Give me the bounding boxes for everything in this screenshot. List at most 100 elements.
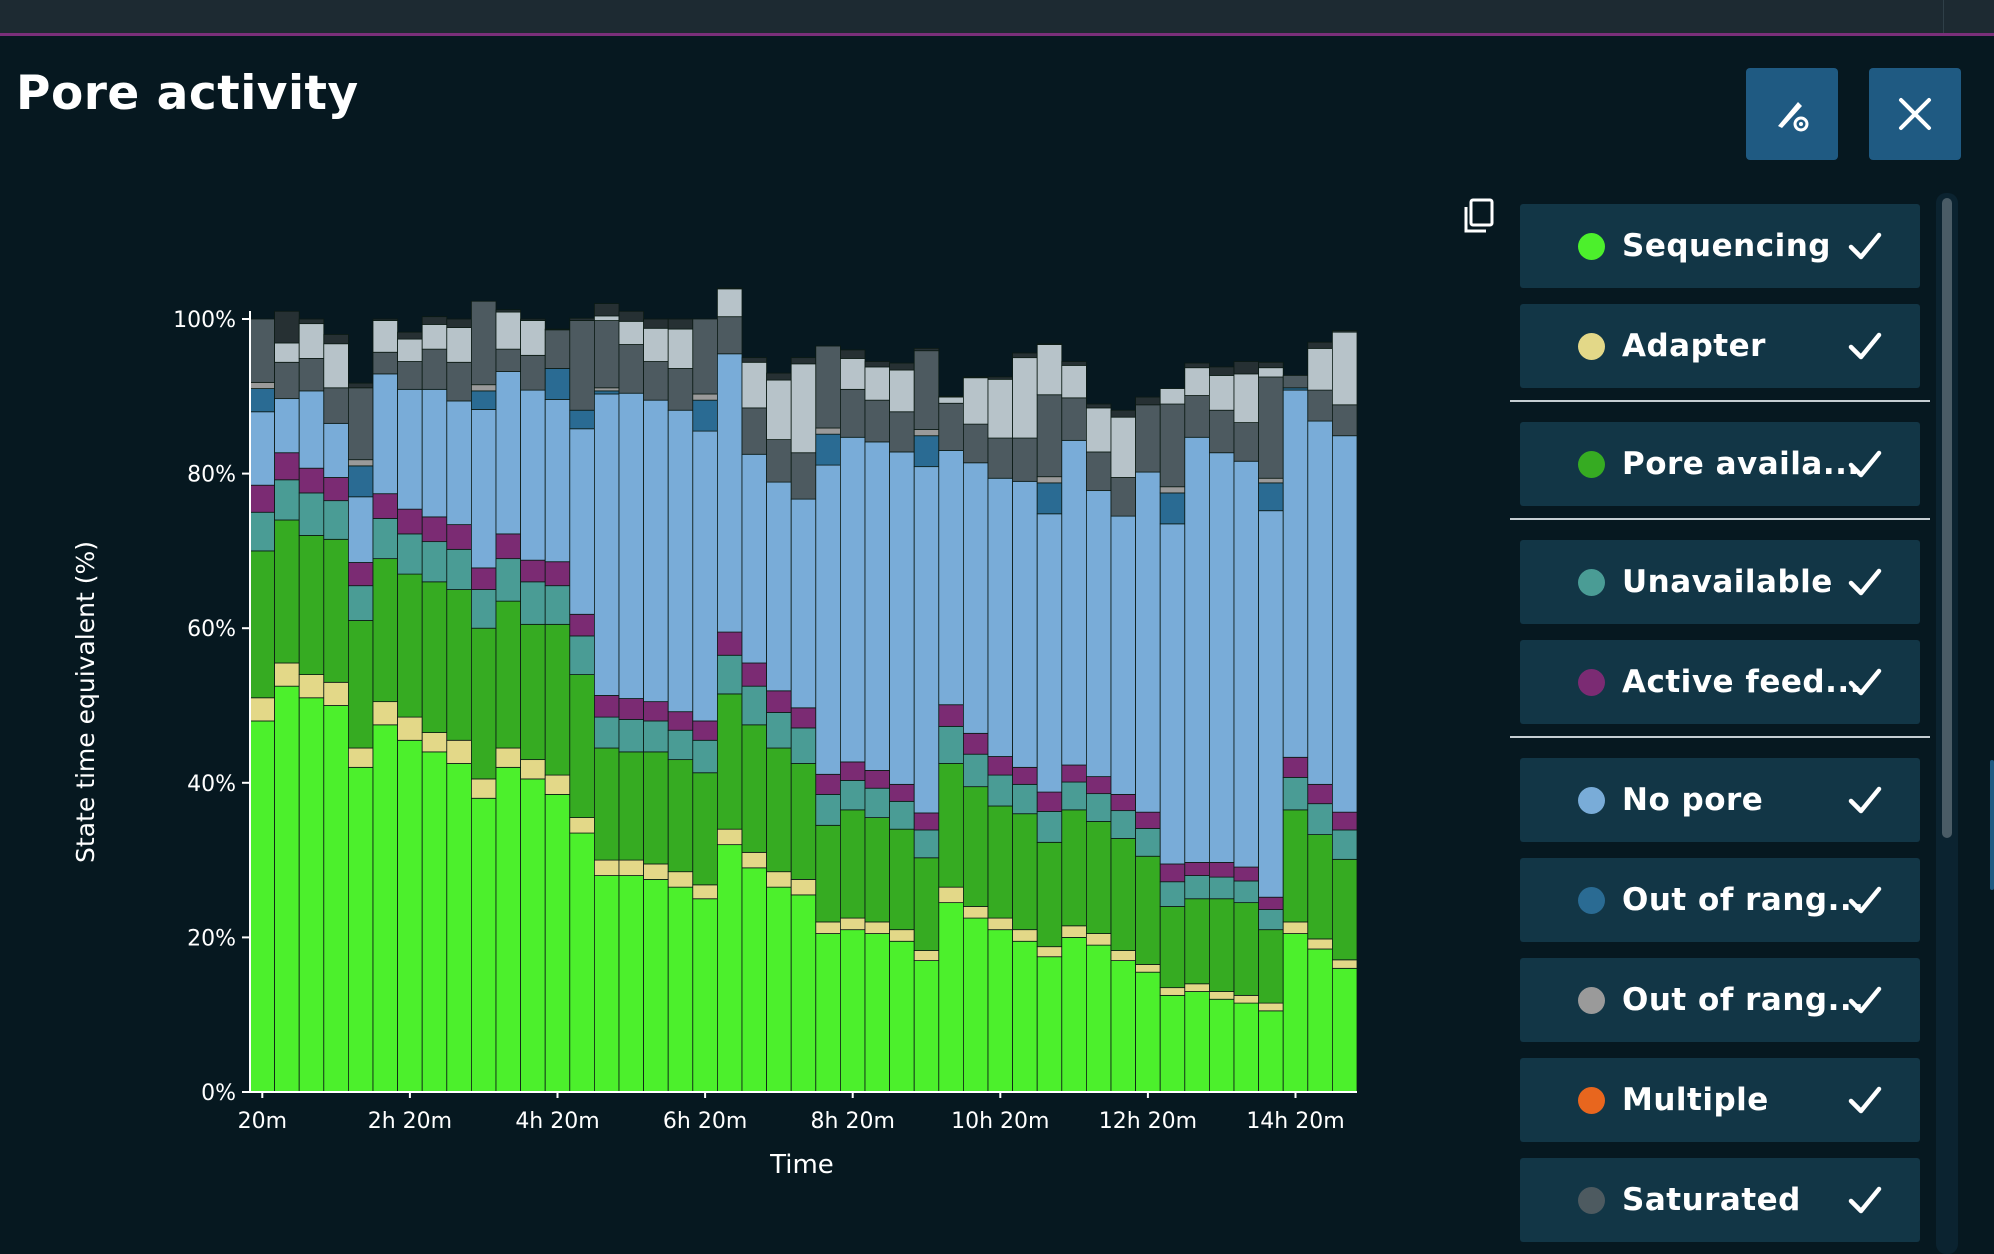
bar-segment	[667, 368, 694, 411]
bar-segment	[1258, 909, 1284, 931]
legend-item[interactable]: Multiple	[1520, 1058, 1920, 1142]
legend-color-dot	[1578, 987, 1605, 1014]
check-icon	[1848, 986, 1882, 1014]
bar-segment	[1332, 331, 1358, 406]
bar-segment	[1307, 803, 1333, 835]
bar-segment	[840, 761, 866, 781]
bar-segment	[987, 437, 1014, 479]
bar-segment	[249, 484, 276, 513]
bar-segment	[766, 712, 792, 749]
bar-segment	[470, 384, 497, 392]
bar-segment	[790, 707, 817, 729]
bar-segment	[372, 318, 399, 321]
legend-item[interactable]: No pore	[1520, 758, 1920, 842]
bar-segment	[520, 354, 546, 391]
legend-label: Sequencing	[1622, 228, 1831, 264]
bar-segment	[1110, 416, 1137, 478]
legend-item[interactable]: Out of rang...	[1520, 858, 1920, 942]
bar-segment	[594, 393, 620, 696]
bar-segment	[1209, 998, 1235, 1093]
bar-segment	[987, 929, 1014, 1093]
legend-divider	[1510, 736, 1930, 738]
bar-segment	[1233, 1002, 1260, 1093]
bar-segment	[446, 524, 472, 550]
legend-item[interactable]: Out of rang...	[1520, 958, 1920, 1042]
legend-item[interactable]: Pore availa...	[1520, 422, 1920, 506]
bar-segment	[323, 422, 349, 478]
bar-segment	[520, 581, 546, 625]
bar-segment	[1159, 906, 1186, 989]
bar-segment	[889, 800, 915, 830]
bar-segment	[840, 436, 866, 763]
bar-segment	[249, 381, 276, 389]
bar-segment	[987, 774, 1014, 807]
bar-segment	[421, 751, 448, 1093]
bar-segment	[1159, 492, 1186, 525]
close-button[interactable]	[1869, 68, 1961, 160]
bar-segment	[667, 871, 694, 888]
legend-label: No pore	[1622, 782, 1764, 818]
bar-segment	[249, 411, 276, 486]
bar-segment	[520, 318, 546, 321]
legend-color-dot	[1578, 1087, 1605, 1114]
legend-color-dot	[1578, 887, 1605, 914]
bar-segment	[1061, 439, 1087, 766]
bar-segment	[470, 778, 497, 799]
bar-segment	[347, 747, 374, 768]
bar-segment	[470, 589, 497, 629]
bar-segment	[963, 377, 989, 425]
bar-segment	[1258, 896, 1284, 910]
bar-segment	[815, 824, 841, 923]
bar-segment	[1209, 898, 1235, 992]
bar-segment	[1135, 964, 1161, 973]
bar-segment	[618, 719, 645, 753]
bar-segment	[446, 400, 472, 526]
bar-segment	[741, 361, 768, 409]
legend-label: Adapter	[1622, 328, 1766, 364]
bar-segment	[323, 334, 349, 345]
bar-segment	[1282, 921, 1309, 934]
bar-segment	[323, 705, 349, 1093]
bar-segment	[1135, 971, 1161, 1093]
bar-segment	[569, 428, 595, 615]
bar-segment	[790, 727, 817, 764]
bar-segment	[938, 763, 964, 888]
legend-item[interactable]: Saturated	[1520, 1158, 1920, 1242]
bar-segment	[397, 739, 423, 1093]
bar-segment	[766, 372, 792, 381]
bar-segment	[1036, 343, 1063, 345]
bar-segment	[815, 773, 841, 795]
bar-segment	[249, 697, 276, 722]
bar-segment	[372, 493, 399, 519]
copy-icon[interactable]	[1462, 198, 1496, 234]
chart-settings-button[interactable]	[1746, 68, 1838, 160]
bar-segment	[298, 467, 325, 494]
bar-segment	[987, 378, 1014, 439]
bar-segment	[1184, 983, 1210, 992]
edge-handle[interactable]	[1990, 760, 1994, 890]
bar-segment	[421, 541, 448, 583]
bar-segment	[1258, 1010, 1284, 1093]
bar-segment	[544, 561, 571, 587]
bar-segment	[1086, 793, 1112, 822]
bar-segment	[1282, 389, 1309, 758]
bar-segment	[913, 960, 940, 1093]
bar-segment	[1209, 366, 1235, 376]
bar-segment	[1184, 367, 1210, 396]
bar-segment	[963, 732, 989, 755]
legend-scrollbar-thumb[interactable]	[1942, 198, 1952, 838]
bar-segment	[741, 867, 768, 1093]
bar-segment	[815, 933, 841, 1093]
legend-item[interactable]: Active feed...	[1520, 640, 1920, 724]
bar-segment	[1012, 357, 1038, 439]
legend-item[interactable]: Adapter	[1520, 304, 1920, 388]
legend-item[interactable]: Sequencing	[1520, 204, 1920, 288]
bar-segment	[963, 462, 989, 734]
bar-segment	[963, 423, 989, 464]
legend-item[interactable]: Unavailable	[1520, 540, 1920, 624]
bar-segment	[544, 585, 571, 625]
bar-segment	[1061, 937, 1087, 1093]
bar-segment	[717, 316, 743, 355]
bar-segment	[717, 631, 743, 656]
bar-segment	[1307, 938, 1333, 950]
